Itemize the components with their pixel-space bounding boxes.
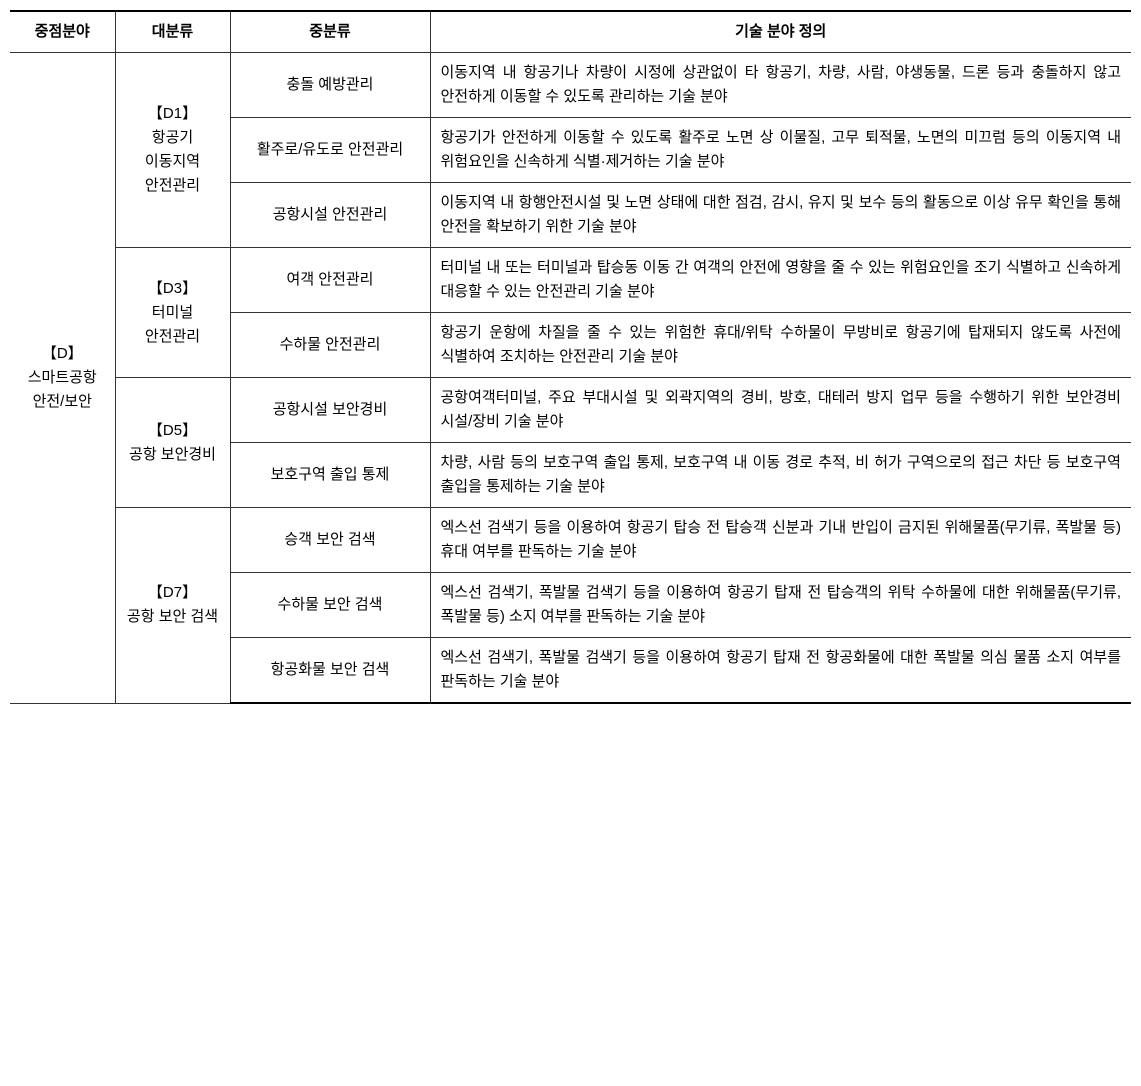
major-category-cell: 【D5】 공항 보안경비 bbox=[115, 378, 230, 508]
definition-cell: 차량, 사람 등의 보호구역 출입 통제, 보호구역 내 이동 경로 추적, 비… bbox=[430, 443, 1131, 508]
focus-area-name-1: 스마트공항 bbox=[28, 369, 97, 386]
mid-category-cell: 여객 안전관리 bbox=[230, 248, 430, 313]
header-mid-category: 중분류 bbox=[230, 11, 430, 53]
major-code: 【D3】 bbox=[148, 280, 197, 297]
table-body: 【D】 스마트공항 안전/보안 【D1】 항공기 이동지역 안전관리 충돌 예방… bbox=[10, 53, 1131, 704]
focus-area-code: 【D】 bbox=[42, 345, 83, 362]
major-category-cell: 【D7】 공항 보안 검색 bbox=[115, 508, 230, 704]
mid-category-cell: 수하물 안전관리 bbox=[230, 313, 430, 378]
mid-category-cell: 수하물 보안 검색 bbox=[230, 573, 430, 638]
major-name-3: 안전관리 bbox=[145, 177, 200, 194]
mid-category-cell: 보호구역 출입 통제 bbox=[230, 443, 430, 508]
table-row: 【D3】 터미널 안전관리 여객 안전관리 터미널 내 또는 터미널과 탑승동 … bbox=[10, 248, 1131, 313]
table-row: 【D7】 공항 보안 검색 승객 보안 검색 엑스선 검색기 등을 이용하여 항… bbox=[10, 508, 1131, 573]
mid-category-cell: 공항시설 보안경비 bbox=[230, 378, 430, 443]
major-name-1: 공항 보안경비 bbox=[129, 446, 216, 463]
focus-area-name-2: 안전/보안 bbox=[33, 393, 92, 410]
definition-cell: 공항여객터미널, 주요 부대시설 및 외곽지역의 경비, 방호, 대테러 방지 … bbox=[430, 378, 1131, 443]
mid-category-cell: 활주로/유도로 안전관리 bbox=[230, 118, 430, 183]
major-category-cell: 【D3】 터미널 안전관리 bbox=[115, 248, 230, 378]
definition-cell: 항공기 운항에 차질을 줄 수 있는 위험한 휴대/위탁 수하물이 무방비로 항… bbox=[430, 313, 1131, 378]
major-name-2: 이동지역 bbox=[145, 153, 200, 170]
definition-cell: 엑스선 검색기 등을 이용하여 항공기 탑승 전 탑승객 신분과 기내 반입이 … bbox=[430, 508, 1131, 573]
mid-category-cell: 항공화물 보안 검색 bbox=[230, 638, 430, 704]
definition-cell: 엑스선 검색기, 폭발물 검색기 등을 이용하여 항공기 탑재 전 항공화물에 … bbox=[430, 638, 1131, 704]
major-code: 【D1】 bbox=[148, 105, 197, 122]
mid-category-cell: 공항시설 안전관리 bbox=[230, 183, 430, 248]
major-category-cell: 【D1】 항공기 이동지역 안전관리 bbox=[115, 53, 230, 248]
mid-category-cell: 승객 보안 검색 bbox=[230, 508, 430, 573]
major-name-1: 공항 보안 검색 bbox=[127, 608, 218, 625]
major-name-2: 안전관리 bbox=[145, 328, 200, 345]
major-name-1: 터미널 bbox=[152, 304, 193, 321]
definition-cell: 항공기가 안전하게 이동할 수 있도록 활주로 노면 상 이물질, 고무 퇴적물… bbox=[430, 118, 1131, 183]
definition-cell: 엑스선 검색기, 폭발물 검색기 등을 이용하여 항공기 탑재 전 탑승객의 위… bbox=[430, 573, 1131, 638]
definition-cell: 이동지역 내 항공기나 차량이 시정에 상관없이 타 항공기, 차량, 사람, … bbox=[430, 53, 1131, 118]
table-row: 【D】 스마트공항 안전/보안 【D1】 항공기 이동지역 안전관리 충돌 예방… bbox=[10, 53, 1131, 118]
definition-cell: 터미널 내 또는 터미널과 탑승동 이동 간 여객의 안전에 영향을 줄 수 있… bbox=[430, 248, 1131, 313]
major-name-1: 항공기 bbox=[152, 129, 193, 146]
header-definition: 기술 분야 정의 bbox=[430, 11, 1131, 53]
classification-table: 중점분야 대분류 중분류 기술 분야 정의 【D】 스마트공항 안전/보안 【D… bbox=[10, 10, 1131, 704]
table-row: 【D5】 공항 보안경비 공항시설 보안경비 공항여객터미널, 주요 부대시설 … bbox=[10, 378, 1131, 443]
major-code: 【D7】 bbox=[148, 584, 197, 601]
header-focus-area: 중점분야 bbox=[10, 11, 115, 53]
table-header-row: 중점분야 대분류 중분류 기술 분야 정의 bbox=[10, 11, 1131, 53]
major-code: 【D5】 bbox=[148, 422, 197, 439]
mid-category-cell: 충돌 예방관리 bbox=[230, 53, 430, 118]
definition-cell: 이동지역 내 항행안전시설 및 노면 상태에 대한 점검, 감시, 유지 및 보… bbox=[430, 183, 1131, 248]
focus-area-cell: 【D】 스마트공항 안전/보안 bbox=[10, 53, 115, 704]
header-major-category: 대분류 bbox=[115, 11, 230, 53]
